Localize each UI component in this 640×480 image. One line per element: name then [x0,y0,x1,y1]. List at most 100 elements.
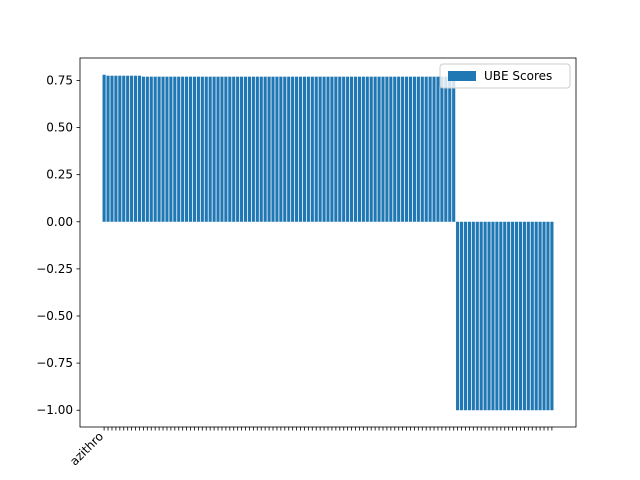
bar [149,76,153,222]
bar [365,76,369,222]
bar [200,76,204,222]
bar [463,221,468,411]
bar [133,75,138,222]
x-tick-label: azithro [67,429,106,468]
bar [208,76,212,222]
bar [338,76,342,222]
bar [499,221,503,411]
bar [346,76,350,222]
bar [377,76,381,222]
bar [216,76,220,222]
bar [511,221,515,411]
bar [287,76,291,222]
bar [349,76,354,222]
bar [538,221,542,411]
y-tick-label: −0.50 [36,309,73,323]
bar [401,76,405,222]
bar [137,75,142,222]
bar [157,76,161,222]
bar [487,221,491,411]
bar [145,76,149,222]
bar [444,76,448,222]
bar [130,75,134,222]
bar [192,76,197,222]
bar [196,76,200,222]
bar [169,76,173,222]
bar [448,76,452,222]
bar [263,76,267,222]
bar [283,76,287,222]
y-tick-label: 0.50 [46,121,73,135]
bar [110,75,114,222]
bar [232,76,236,222]
bar [204,76,208,222]
bar [389,76,393,222]
bar [397,76,401,222]
bar [220,76,224,222]
bar [251,76,255,222]
bar [495,221,499,411]
bar [334,76,338,222]
bar [491,221,495,411]
bar [471,221,475,411]
bar [503,221,507,411]
bar [314,76,318,222]
legend-swatch [448,71,476,81]
bar [436,76,440,222]
bar [507,221,511,411]
bar [177,76,181,222]
bar [330,76,334,222]
bar [456,221,460,411]
bar [173,76,177,222]
bar [404,76,409,222]
bar [298,76,303,222]
bar [522,221,526,411]
bar [106,75,110,222]
bar [212,76,216,222]
bar [310,76,314,222]
legend-box [439,63,571,89]
bar [322,76,326,222]
bar [279,76,283,222]
bar [118,75,122,222]
bar [271,76,275,222]
bar [228,76,232,222]
bar [408,76,413,222]
bar [420,76,424,222]
y-tick-label: −0.75 [36,356,73,370]
bar [373,76,377,222]
bar [141,76,145,222]
bar [475,221,479,411]
bar [483,221,487,411]
bar [102,74,106,222]
bar [357,76,361,222]
bar [114,75,118,222]
y-tick-label: 0.75 [46,73,73,87]
bar [514,221,519,411]
bar [122,75,126,222]
bar [306,76,310,222]
legend: UBE Scores [439,63,571,89]
legend-label: UBE Scores [484,69,552,83]
bar [275,76,279,222]
bar [291,76,295,222]
bar [526,221,530,411]
y-tick-label: 0.25 [46,168,73,182]
bar [381,76,385,222]
bar [247,76,252,222]
bar [416,76,420,222]
bar [424,76,428,222]
bar [467,221,471,411]
bar [353,76,358,222]
y-tick-label: −0.25 [36,262,73,276]
bar [326,76,330,222]
bar [259,76,263,222]
bar [550,221,554,411]
bar [428,76,432,222]
bar [479,221,483,411]
bar [534,221,538,411]
bar [318,76,322,222]
bar [161,76,165,222]
bar [126,75,130,222]
